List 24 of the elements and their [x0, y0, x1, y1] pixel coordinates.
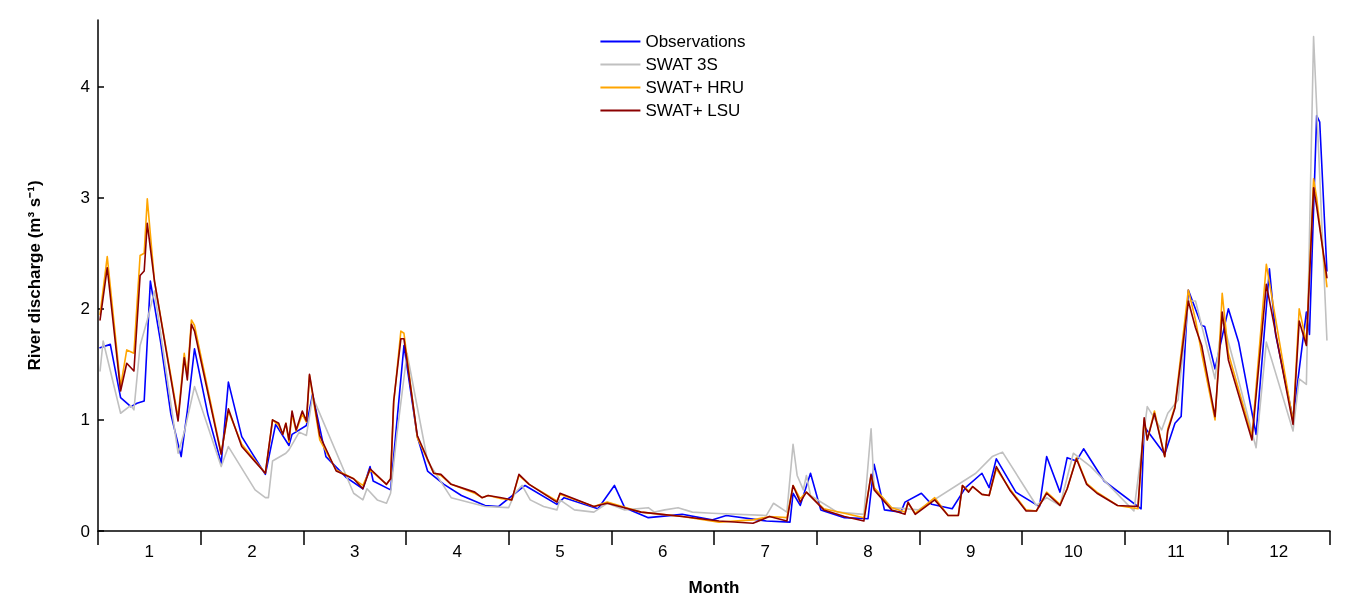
x-axis-title: Month [688, 578, 740, 597]
legend-label: Observations [645, 32, 746, 51]
y-tick-label: 3 [80, 188, 90, 208]
x-tick-label: 3 [349, 542, 360, 561]
x-tick-label: 8 [863, 542, 873, 561]
line-series [99, 35, 1328, 517]
x-tick-label: 7 [760, 542, 771, 561]
y-tick-label: 2 [80, 299, 90, 319]
x-tick-label: 1 [144, 542, 155, 561]
x-tick-label: 12 [1269, 542, 1289, 561]
x-tick-label: 4 [452, 542, 463, 561]
x-tick-label: 2 [247, 542, 257, 561]
y-tick-label: 0 [80, 521, 90, 541]
x-tick-label: 9 [965, 542, 976, 561]
legend-label: SWAT+ HRU [645, 78, 745, 97]
legend-label: SWAT+ LSU [645, 101, 741, 120]
x-tick-label: 5 [555, 542, 565, 561]
x-tick-label: 10 [1063, 542, 1083, 561]
x-tick-label: 11 [1167, 542, 1185, 561]
legend-label: SWAT 3S [645, 55, 718, 74]
x-tick-label: 6 [657, 542, 668, 561]
y-axis-title: River discharge (m³ s⁻¹) [25, 180, 44, 371]
y-tick-label: 1 [80, 410, 90, 430]
y-tick-label: 4 [80, 77, 90, 97]
